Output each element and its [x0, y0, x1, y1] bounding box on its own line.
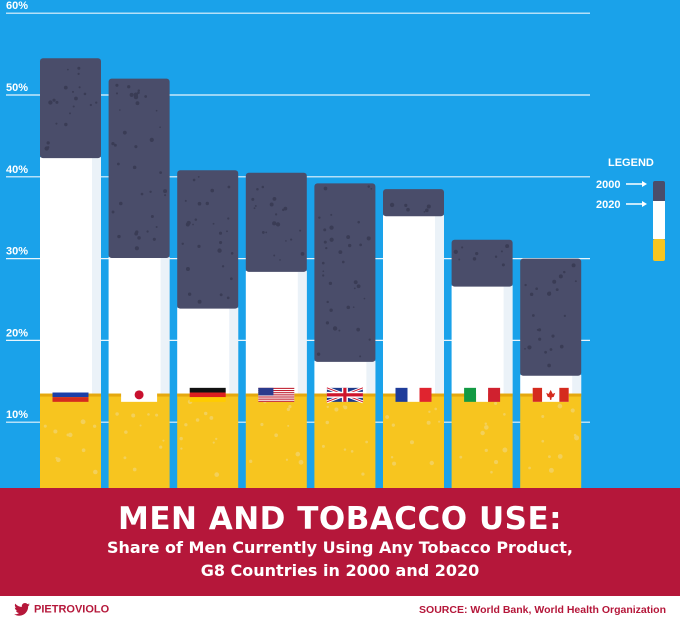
paper-2020-russia: [40, 157, 101, 394]
chart-area: 10% 20% 30% 40% 50% 60% LEGEND 2000 2020: [0, 0, 680, 490]
ash-2000-france: [383, 189, 444, 217]
legend-label-2020: 2020: [596, 199, 620, 211]
italy-flag-icon: [464, 387, 501, 402]
author-credit: PIETROVIOLO: [14, 603, 109, 616]
paper-2020-italy: [451, 285, 513, 394]
ash-2000-canada: [520, 258, 582, 376]
filter-italy: [451, 393, 513, 490]
paper-2020-france: [383, 215, 444, 394]
ash-2000-italy: [451, 239, 513, 287]
ash-2000-germany: [177, 170, 239, 309]
chart-title: MEN AND TOBACCO USE:: [117, 501, 563, 537]
ash-2000-uk: [314, 183, 376, 362]
twitter-bird-icon: [14, 603, 30, 616]
paper-2020-japan: [108, 256, 170, 394]
cigarette-bar-uk: [314, 183, 376, 490]
filter-canada: [520, 393, 582, 490]
cigarette-bar-japan: [108, 78, 170, 490]
legend-paper-icon: [653, 201, 665, 239]
cigarette-bar-usa: [245, 172, 307, 490]
japan-flag-icon: [121, 387, 158, 402]
legend-filter-icon: [653, 239, 665, 261]
filter-japan: [108, 393, 170, 490]
tobacco-chart: 10% 20% 30% 40% 50% 60% LEGEND 2000 2020: [6, 0, 665, 490]
uk-flag-icon: [326, 386, 364, 404]
y-tick-label: 20%: [6, 327, 28, 339]
canada-flag-icon: [532, 387, 569, 402]
ash-2000-japan: [108, 78, 170, 258]
germany-flag-icon: [189, 387, 226, 402]
ash-2000-usa: [245, 172, 307, 272]
cigarette-bar-germany: [177, 170, 239, 490]
filter-russia: [40, 393, 101, 490]
legend-label-2000: 2000: [596, 179, 620, 191]
filter-germany: [177, 393, 239, 490]
legend-ash-icon: [653, 181, 665, 202]
ash-2000-russia: [40, 58, 101, 159]
cigarette-bar-italy: [451, 239, 513, 490]
usa-flag-icon: [258, 387, 295, 402]
cigarette-bar-france: [383, 189, 444, 490]
author-name: PIETROVIOLO: [34, 603, 110, 616]
y-tick-label: 50%: [6, 82, 28, 94]
legend: LEGEND 2000 2020: [596, 157, 665, 261]
cigarette-bar-canada: [520, 258, 582, 490]
y-tick-label: 30%: [6, 246, 28, 258]
y-tick-label: 10%: [6, 409, 28, 421]
title-banner: MEN AND TOBACCO USE: Share of Men Curren…: [0, 488, 680, 596]
footer: PIETROVIOLO SOURCE: World Bank, World He…: [0, 596, 680, 625]
filter-usa: [245, 393, 307, 490]
paper-2020-usa: [245, 270, 307, 394]
france-flag-icon: [395, 387, 432, 402]
source-note: SOURCE: World Bank, World Health Organiz…: [419, 604, 666, 616]
paper-2020-germany: [177, 307, 239, 394]
y-tick-label: 60%: [6, 0, 28, 12]
y-tick-label: 40%: [6, 164, 28, 176]
chart-subtitle-line-2: G8 Countries in 2000 and 2020: [200, 561, 480, 580]
russia-flag-icon: [52, 387, 89, 402]
filter-uk: [314, 393, 376, 490]
legend-title: LEGEND: [608, 157, 654, 169]
cigarette-bar-russia: [40, 58, 101, 490]
chart-subtitle-line-1: Share of Men Currently Using Any Tobacco…: [107, 538, 573, 557]
